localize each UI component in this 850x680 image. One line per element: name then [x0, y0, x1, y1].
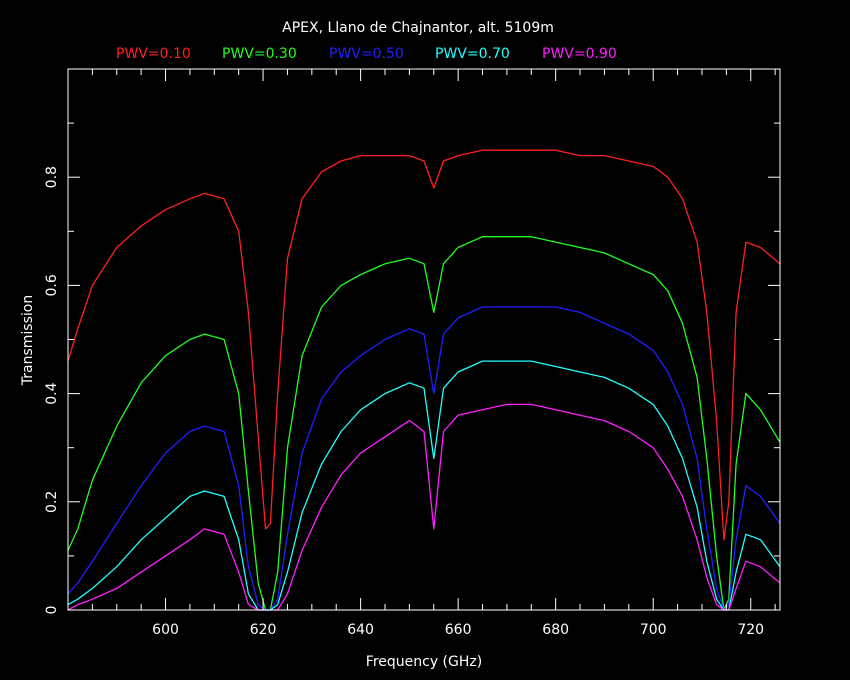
x-tick-label: 600: [152, 622, 179, 638]
x-tick-label: 620: [250, 622, 277, 638]
x-tick-label: 680: [542, 622, 569, 638]
chart-title: APEX, Llano de Chajnantor, alt. 5109m: [282, 20, 554, 36]
series-line: [67, 403, 781, 611]
series-line: [67, 236, 781, 611]
legend: PWV=0.10 PWV=0.30 PWV=0.50 PWV=0.70 PWV=0.90: [116, 46, 617, 62]
y-axis-label: Transmission: [20, 295, 36, 386]
x-axis-label: Frequency (GHz): [366, 654, 482, 670]
legend-entry: PWV=0.30: [222, 46, 297, 62]
y-tick-label: 0.2: [44, 491, 60, 513]
series-curves: [67, 149, 781, 611]
legend-entry: PWV=0.70: [435, 46, 510, 62]
x-tick-label: 720: [737, 622, 764, 638]
x-axis: 600 620 640 660 680 700 720: [91, 69, 776, 638]
legend-entry: PWV=0.10: [116, 46, 191, 62]
legend-entry: PWV=0.90: [542, 46, 617, 62]
x-tick-label: 700: [640, 622, 667, 638]
y-tick-label: 0.8: [44, 166, 60, 188]
y-axis: 0 0.2 0.4 0.6 0.8: [44, 122, 780, 615]
y-tick-label: 0: [44, 606, 60, 615]
series-line: [67, 306, 781, 611]
legend-entry: PWV=0.50: [329, 46, 404, 62]
x-tick-label: 640: [347, 622, 374, 638]
series-line: [67, 149, 781, 541]
y-tick-label: 0.6: [44, 274, 60, 296]
y-tick-label: 0.4: [44, 382, 60, 404]
x-tick-label: 660: [445, 622, 472, 638]
series-line: [67, 360, 781, 611]
